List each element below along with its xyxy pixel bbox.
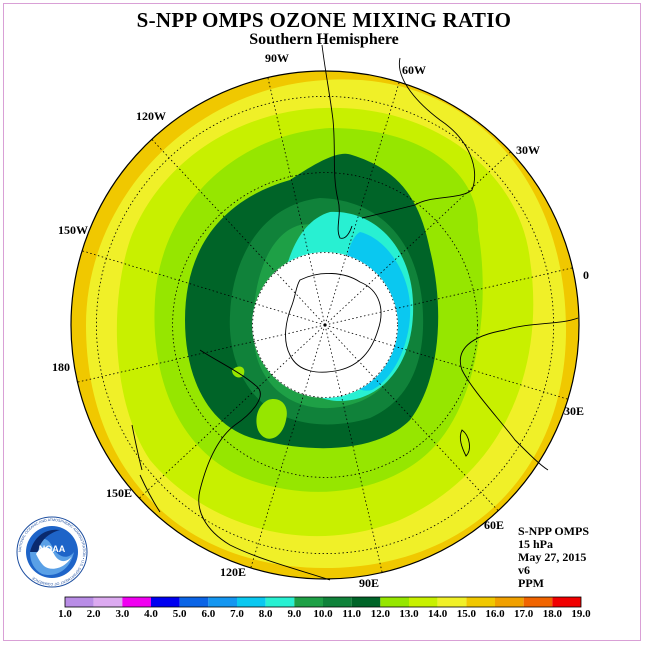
color-bar-tick-label: 16.0 [485,608,505,620]
info-date: May 27, 2015 [518,550,587,564]
color-bar-tick-label: 15.0 [456,608,476,620]
lon-label-120w: 120W [136,109,166,123]
coastline-madagascar [459,429,470,457]
map-subtitle: Southern Hemisphere [249,31,399,48]
map-title: S-NPP OMPS OZONE MIXING RATIO [136,8,512,32]
lon-label-60e: 60E [484,518,505,532]
lon-label-150e: 150E [106,486,133,500]
map-outline [70,70,580,580]
lon-label-0: 0 [583,268,589,282]
color-bar-tick-label: 19.0 [571,608,591,620]
info-units: PPM [518,576,544,590]
logo-wordmark: NOAA [39,544,66,554]
info-instrument: S-NPP OMPS [518,524,589,538]
lon-label-180: 180 [52,360,70,374]
info-version: v6 [518,563,530,577]
band-light-green-patch [256,399,287,439]
coastline-south-america-east [361,57,476,219]
coastline-south-america [321,44,353,239]
color-bar-tick-label: 18.0 [542,608,562,620]
lon-label-30w: 30W [516,143,540,157]
lon-label-120e: 120E [220,565,247,579]
coastline-antarctica [285,272,382,373]
pole-marker [323,323,327,327]
product-info: S-NPP OMPS 15 hPa May 27, 2015 v6 PPM [518,525,589,590]
info-level: 15 hPa [518,537,554,551]
color-bar-tick-label: 6.0 [201,608,216,620]
color-bar-tick-label: 10.0 [313,608,333,620]
color-bar-tick-label: 11.0 [342,608,361,620]
graticule [77,77,573,573]
coastlines [131,44,579,581]
coastline-africa [460,317,579,471]
coastline-australia [198,349,331,581]
color-bar-tick-label: 3.0 [115,608,130,620]
lon-label-90w: 90W [265,51,289,65]
latitude-circle [252,252,398,398]
color-bar-tick-label: 7.0 [230,608,244,620]
color-bar-tick-label: 17.0 [514,608,534,620]
lon-label-60w: 60W [402,63,426,77]
noaa-logo-icon: NOAA NATIONAL OCEANIC AND ATMOSPHERIC AD… [16,516,88,588]
color-bar-tick-label: 2.0 [86,608,101,620]
latitude-circle [95,95,555,555]
latitude-circle [172,172,478,478]
color-bar-tick-label: 13.0 [399,608,419,620]
color-bar-tick-label: 9.0 [287,608,302,620]
figure-frame [3,3,641,641]
lon-label-150w: 150W [58,223,88,237]
color-bar-tick-label: 1.0 [58,608,72,620]
color-bar-tick-label: 5.0 [172,608,187,620]
color-bar-tick-label: 12.0 [370,608,390,620]
color-bar-tick-label: 8.0 [258,608,273,620]
color-bar-tick-label: 14.0 [428,608,448,620]
color-bar-tick-label: 4.0 [144,608,158,620]
lon-label-30e: 30E [564,404,585,418]
lon-label-90e: 90E [359,576,380,590]
coastline-new-zealand [131,424,161,513]
